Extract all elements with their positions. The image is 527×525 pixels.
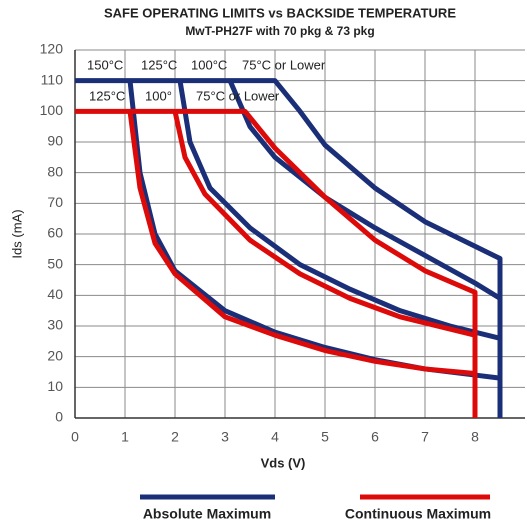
x-axis-label: Vds (V)	[261, 455, 306, 470]
chart-title: SAFE OPERATING LIMITS vs BACKSIDE TEMPER…	[104, 5, 456, 20]
y-tick-label: 110	[41, 71, 64, 87]
chart-subtitle: MwT-PH27F with 70 pkg & 73 pkg	[185, 24, 374, 38]
y-tick-label: 70	[47, 194, 63, 210]
y-tick-label: 100	[40, 102, 64, 118]
x-tick-label: 1	[121, 429, 129, 445]
curve	[227, 79, 502, 301]
annotation: 150°C	[87, 57, 123, 72]
curve	[172, 110, 476, 338]
y-tick-label: 0	[55, 409, 63, 425]
x-tick-label: 3	[221, 429, 229, 445]
x-tick-label: 7	[421, 429, 429, 445]
y-tick-label: 10	[47, 378, 63, 394]
x-tick-label: 2	[171, 429, 179, 445]
annotation: 100°C	[191, 57, 227, 72]
y-tick-label: 40	[47, 286, 63, 302]
y-tick-label: 20	[47, 347, 63, 363]
curve	[177, 80, 501, 341]
x-tick-label: 8	[471, 429, 479, 445]
annotation: 75°C or Lower	[242, 57, 326, 72]
legend-label: Absolute Maximum	[143, 506, 271, 522]
curve	[75, 108, 478, 418]
x-tick-label: 5	[321, 429, 329, 445]
annotation: 125°C	[89, 88, 125, 103]
y-tick-label: 60	[47, 225, 63, 241]
annotation: 125°C	[141, 57, 177, 72]
y-tick-label: 80	[47, 163, 63, 179]
legend-label: Continuous Maximum	[345, 506, 491, 522]
x-tick-label: 0	[71, 429, 79, 445]
x-tick-label: 6	[371, 429, 379, 445]
y-tick-label: 120	[40, 41, 64, 57]
annotation: 100°	[145, 88, 172, 103]
y-axis-label: Ids (mA)	[9, 209, 24, 258]
annotation: 75°C or Lower	[196, 88, 280, 103]
curve	[75, 78, 503, 418]
curve	[127, 111, 476, 377]
y-tick-label: 50	[47, 255, 63, 271]
x-tick-label: 4	[271, 429, 279, 445]
y-tick-label: 90	[47, 133, 63, 149]
y-tick-label: 30	[47, 317, 63, 333]
